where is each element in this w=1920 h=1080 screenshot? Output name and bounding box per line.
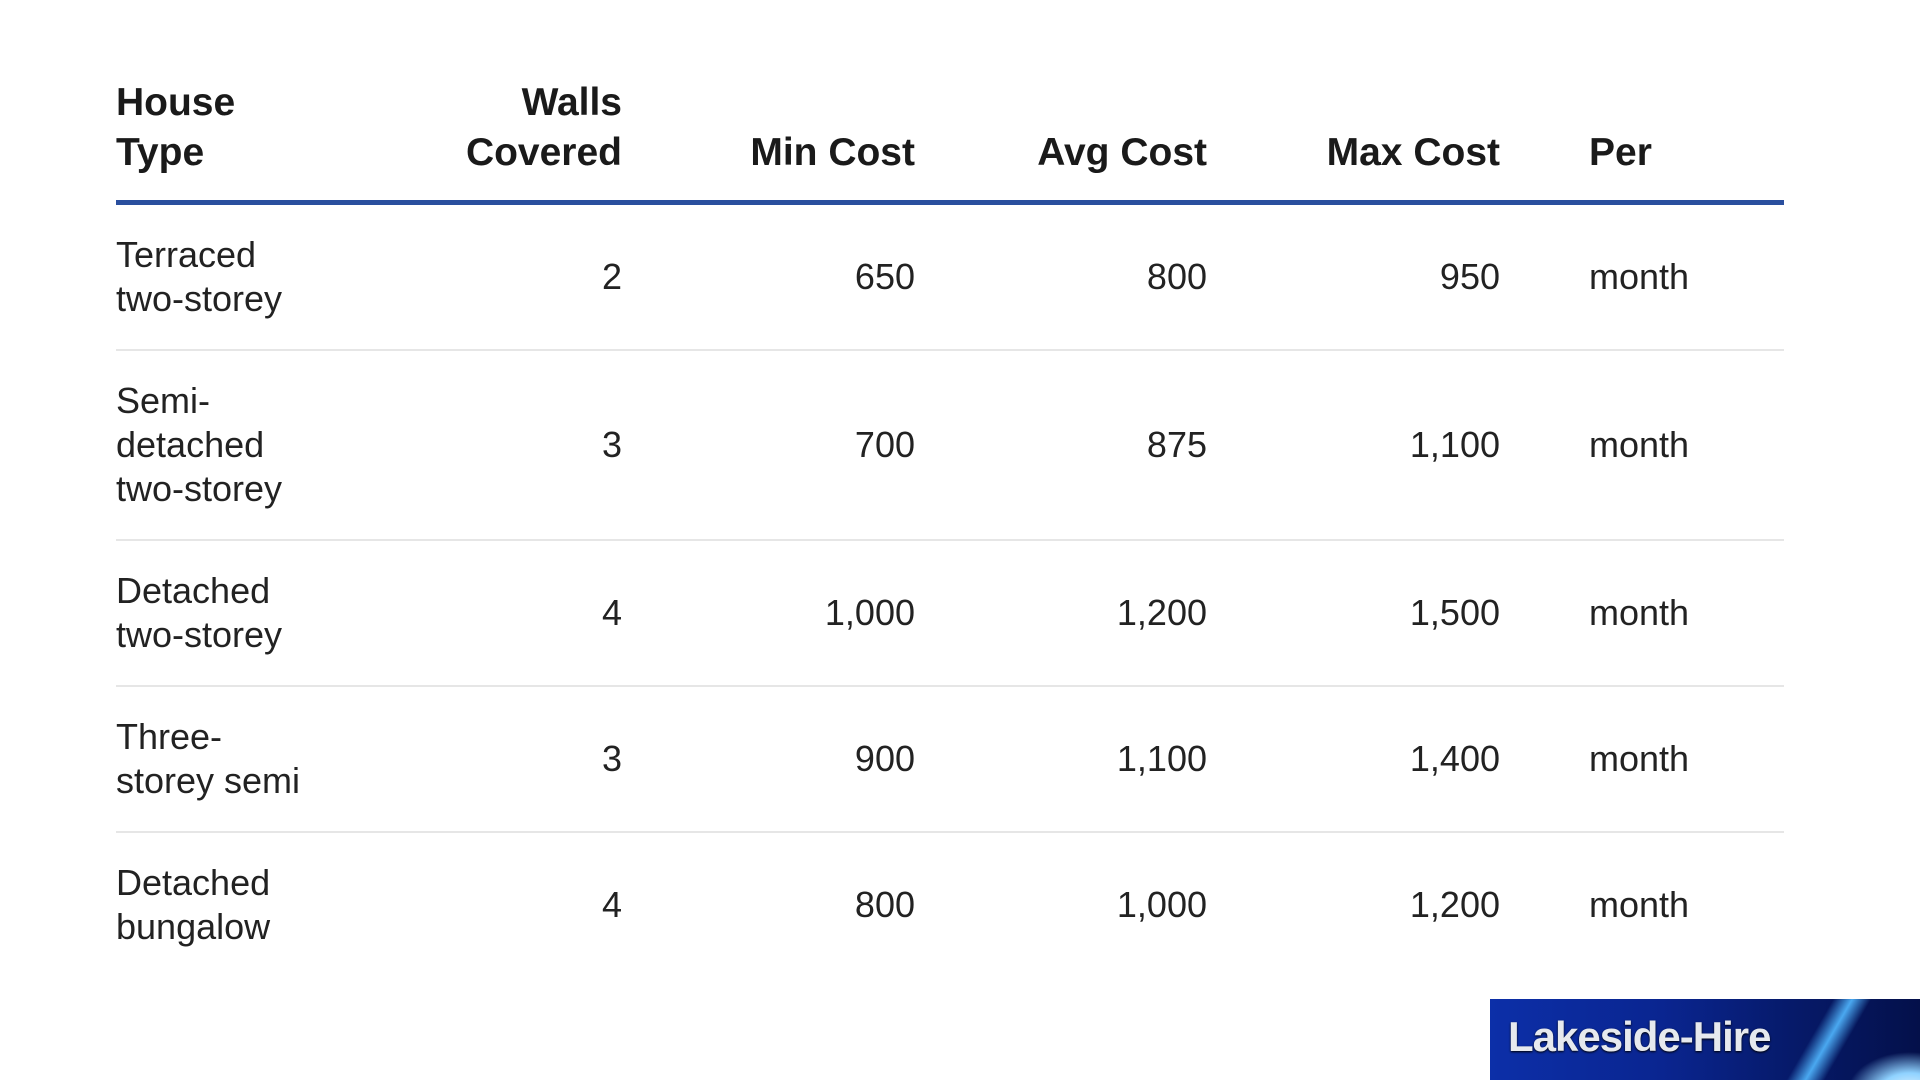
cell-walls-covered: 4 [601, 884, 622, 925]
cell-walls-covered: 2 [346, 202, 622, 351]
table-row: Terraced two-storey 2 650 800 950 month [116, 202, 1784, 351]
table-row: Three-storey semi 3 900 1,100 1,400 month [116, 686, 1784, 833]
logo-text: Lakeside-Hire [1508, 1013, 1771, 1060]
cell-avg-cost: 800 [915, 202, 1207, 351]
cell-max-cost: 1,400 [1207, 686, 1500, 833]
column-header-min-cost: Min Cost [622, 78, 915, 205]
cell-max-cost: 950 [1207, 202, 1500, 351]
table-row: Detached bungalow 4 800 1,000 1,200 month [116, 832, 1784, 977]
cell-house-type: Semi-detached two-storey [116, 350, 346, 541]
cell-min-cost: 700 [622, 350, 915, 541]
cell-house-type: Terraced two-storey [116, 202, 346, 351]
cell-house-type: Three-storey semi [116, 686, 346, 833]
cell-min-cost: 800 [854, 884, 915, 925]
lakeside-hire-logo: Lakeside-Hire [1490, 999, 1920, 1080]
table-header-row: House Type Walls Covered Min Cost Avg Cost Max… [116, 78, 1784, 205]
column-header-house-type: House Type [116, 78, 346, 205]
cell-per: month [1589, 884, 1690, 925]
cell-per: month [1500, 686, 1784, 833]
cell-max-cost: 1,200 [1409, 884, 1500, 925]
cell-per: month [1500, 350, 1784, 541]
cell-walls-covered: 3 [346, 350, 622, 541]
cell-max-cost: 1,100 [1207, 350, 1500, 541]
cost-table: House Type Walls Covered Min Cost Avg Cost Max… [116, 78, 1784, 977]
column-header-per: Per [1500, 78, 1784, 205]
column-header-avg-cost: Avg Cost [915, 78, 1207, 205]
cell-walls-covered: 4 [346, 540, 622, 687]
cell-min-cost: 650 [622, 202, 915, 351]
cell-walls-covered: 3 [346, 686, 622, 833]
cell-house-type: Detached two-storey [116, 540, 346, 687]
table-row: Semi-detached two-storey 3 700 875 1,100 month [116, 350, 1784, 541]
column-header-walls-covered: Walls Covered [346, 78, 622, 205]
cell-avg-cost: 1,000 [1116, 884, 1207, 925]
cell-avg-cost: 875 [915, 350, 1207, 541]
cell-avg-cost: 1,100 [915, 686, 1207, 833]
cell-min-cost: 1,000 [622, 540, 915, 687]
cell-per: month [1500, 202, 1784, 351]
table-row: Detached two-storey 4 1,000 1,200 1,500 month [116, 540, 1784, 687]
cell-house-type: Detached bungalow [116, 862, 271, 947]
cell-max-cost: 1,500 [1207, 540, 1500, 687]
column-header-max-cost: Max Cost [1207, 78, 1500, 205]
cell-per: month [1500, 540, 1784, 687]
cell-min-cost: 900 [622, 686, 915, 833]
cell-avg-cost: 1,200 [915, 540, 1207, 687]
